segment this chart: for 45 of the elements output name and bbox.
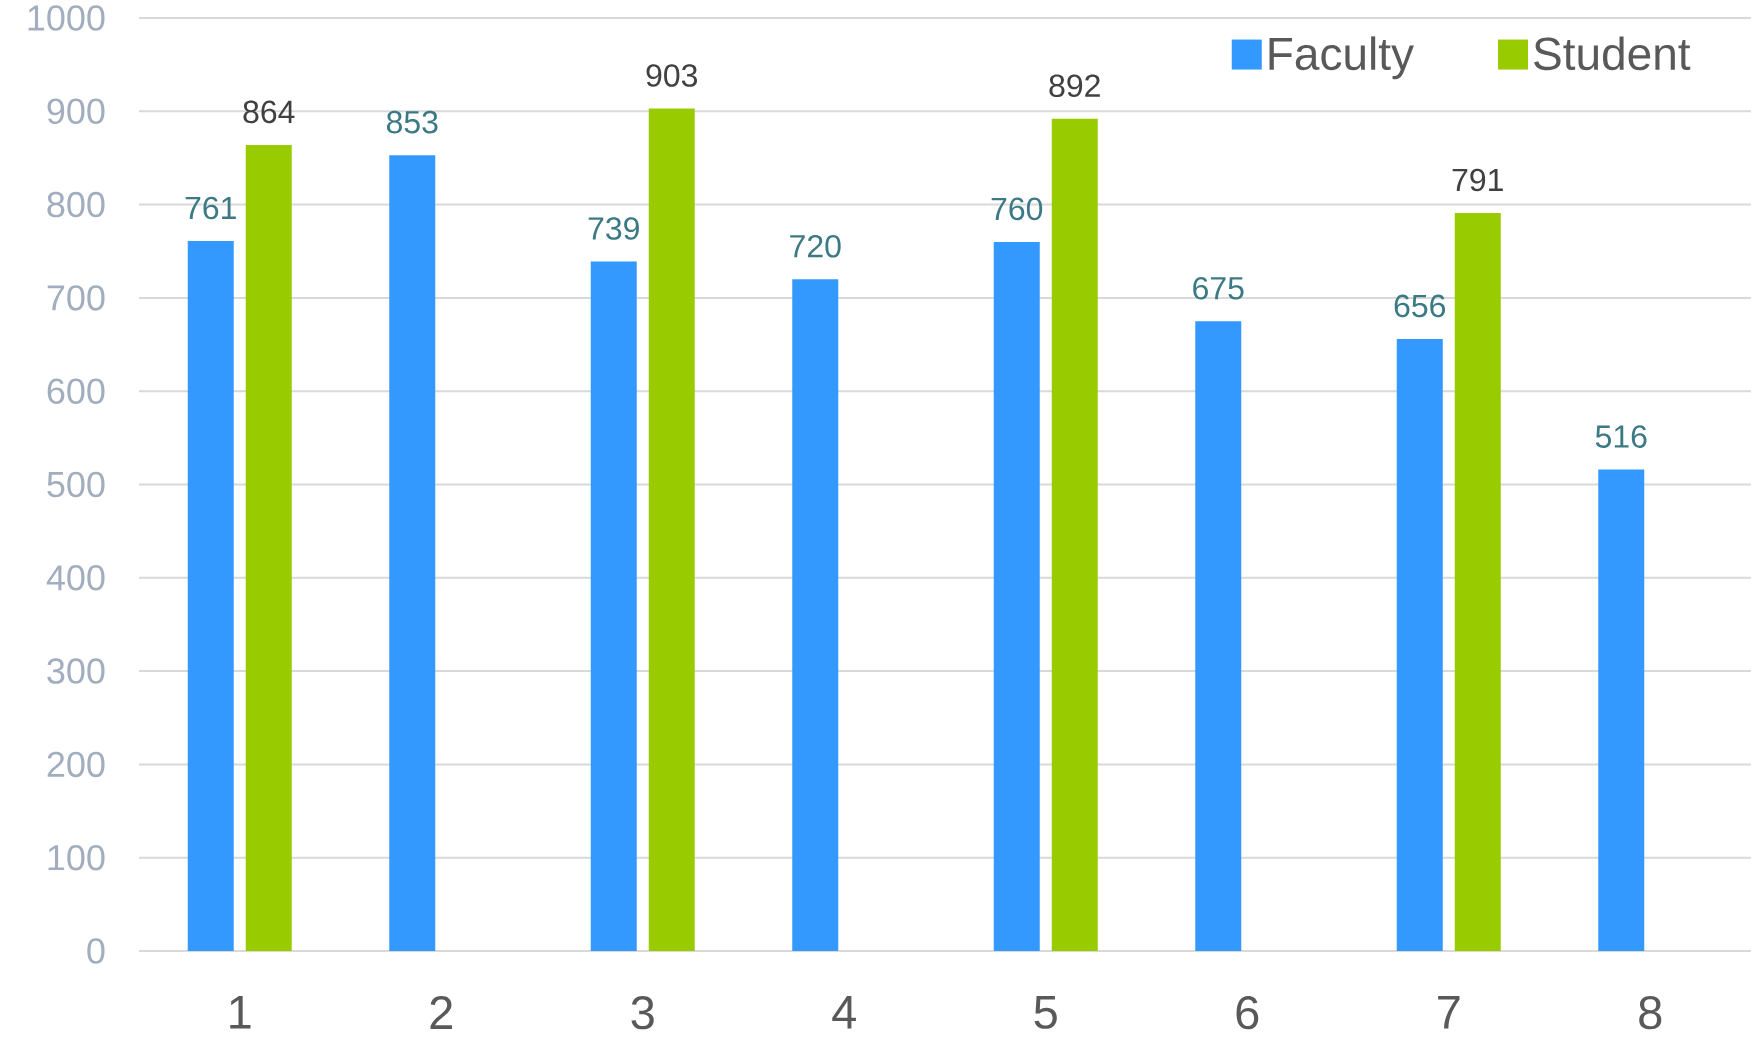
x-tick-label: 6 (1236, 996, 1259, 1030)
x-tick-label: 4 (832, 996, 856, 1029)
y-tick-label: 800 (47, 191, 105, 218)
bar (389, 155, 436, 951)
bar (1598, 469, 1645, 951)
y-tick-label: 0 (87, 938, 105, 964)
bar (590, 261, 637, 951)
data-label: 761 (185, 196, 236, 220)
bar (993, 241, 1040, 951)
y-tick-label: 100 (48, 844, 105, 871)
y-tick-label: 1000 (28, 5, 105, 31)
data-label: 791 (1452, 168, 1503, 192)
y-tick-label: 400 (46, 565, 105, 591)
data-label: 853 (386, 110, 438, 134)
bar (1195, 321, 1242, 951)
y-tick-label: 900 (47, 98, 105, 125)
bar (1454, 212, 1501, 951)
data-label: 739 (588, 217, 639, 240)
y-tick-label: 700 (47, 285, 105, 311)
x-tick-label: 8 (1639, 996, 1662, 1030)
data-label: 720 (790, 234, 841, 258)
data-label: 903 (646, 64, 698, 87)
data-label: 864 (243, 100, 295, 124)
y-tick-label: 500 (47, 471, 105, 498)
y-tick-label: 200 (47, 751, 105, 778)
data-label: 675 (1193, 276, 1244, 300)
x-tick-label: 5 (1034, 996, 1057, 1029)
x-tick-label: 7 (1438, 996, 1460, 1029)
bar (187, 240, 234, 951)
bar (1051, 118, 1098, 951)
bar (1396, 338, 1443, 951)
data-label: 656 (1394, 294, 1446, 318)
data-label: 760 (991, 197, 1043, 221)
y-tick-label: 600 (47, 378, 105, 404)
x-tick-label: 2 (430, 996, 452, 1029)
x-tick-label: 1 (230, 996, 251, 1029)
legend-label: Faculty (1269, 36, 1414, 80)
data-label: 892 (1049, 74, 1100, 98)
bar (648, 108, 695, 951)
data-label: 516 (1595, 425, 1647, 448)
bar (245, 144, 292, 951)
x-tick-label: 3 (631, 996, 654, 1030)
bar (792, 279, 839, 951)
legend-label: Student (1534, 36, 1691, 71)
y-tick-label: 300 (47, 658, 105, 684)
